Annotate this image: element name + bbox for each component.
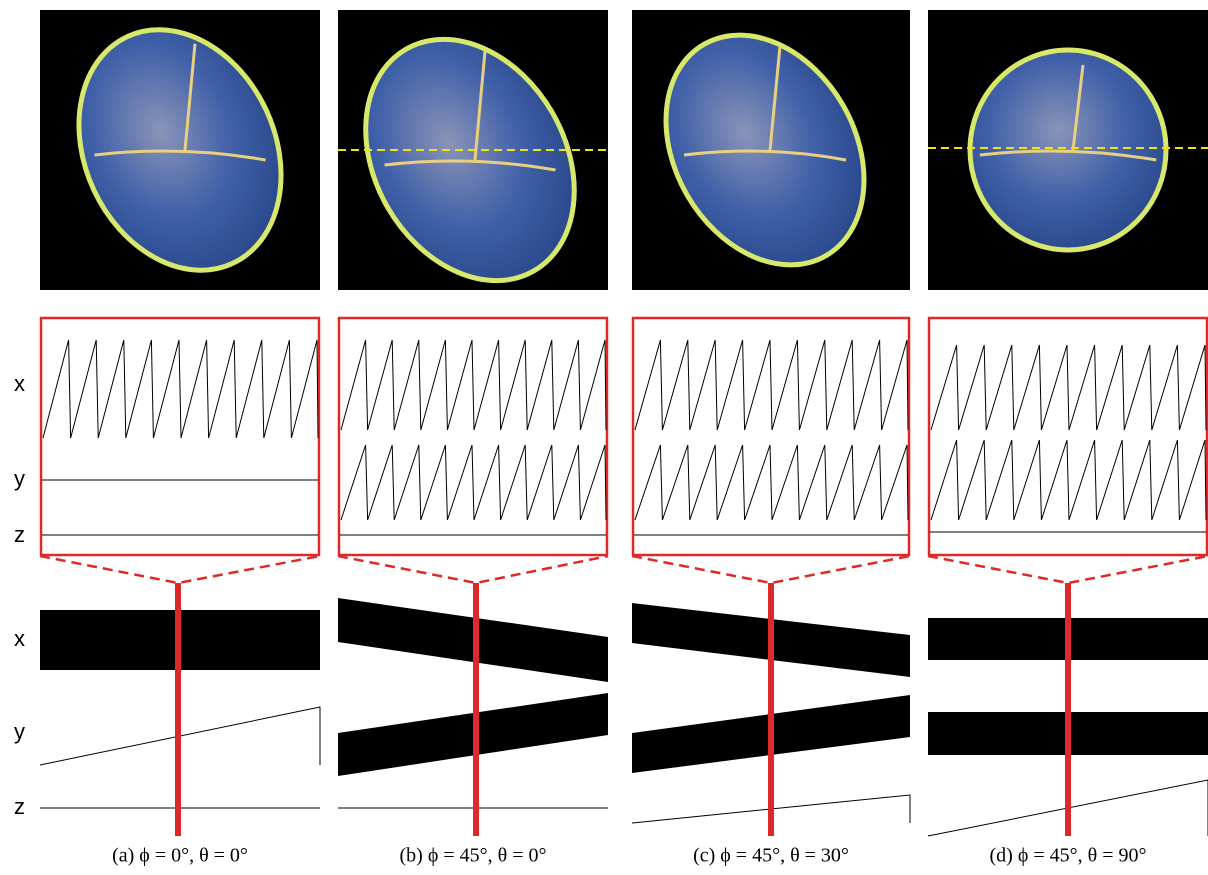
zoom-box [41, 318, 319, 555]
trace [341, 445, 606, 520]
trace [931, 345, 1206, 430]
trace [43, 340, 318, 438]
row-label: y [14, 466, 25, 491]
zoom-lines [338, 556, 608, 583]
trace [341, 340, 606, 430]
zoom-lines [632, 556, 910, 583]
row-label: z [14, 794, 25, 819]
trace [635, 340, 908, 430]
zoom-box [339, 318, 607, 555]
figure: x y z x y z (a) ϕ = 0°, θ = 0° (b) ϕ = 45… [0, 0, 1208, 875]
row-label: y [14, 719, 25, 744]
zoom-lines [40, 556, 320, 583]
trace [931, 440, 1206, 520]
caption: (b) ϕ = 45°, θ = 0° [400, 845, 547, 867]
trace [635, 445, 908, 520]
row-label: x [14, 626, 25, 651]
row-label: x [14, 371, 25, 396]
zoom-lines [928, 556, 1208, 583]
caption: (c) ϕ = 45°, θ = 30° [693, 845, 849, 867]
caption: (a) ϕ = 0°, θ = 0° [112, 845, 248, 867]
zoom-box [929, 318, 1207, 555]
caption: (d) ϕ = 45°, θ = 90° [990, 845, 1147, 867]
zoom-box [633, 318, 909, 555]
row-label: z [14, 522, 25, 547]
